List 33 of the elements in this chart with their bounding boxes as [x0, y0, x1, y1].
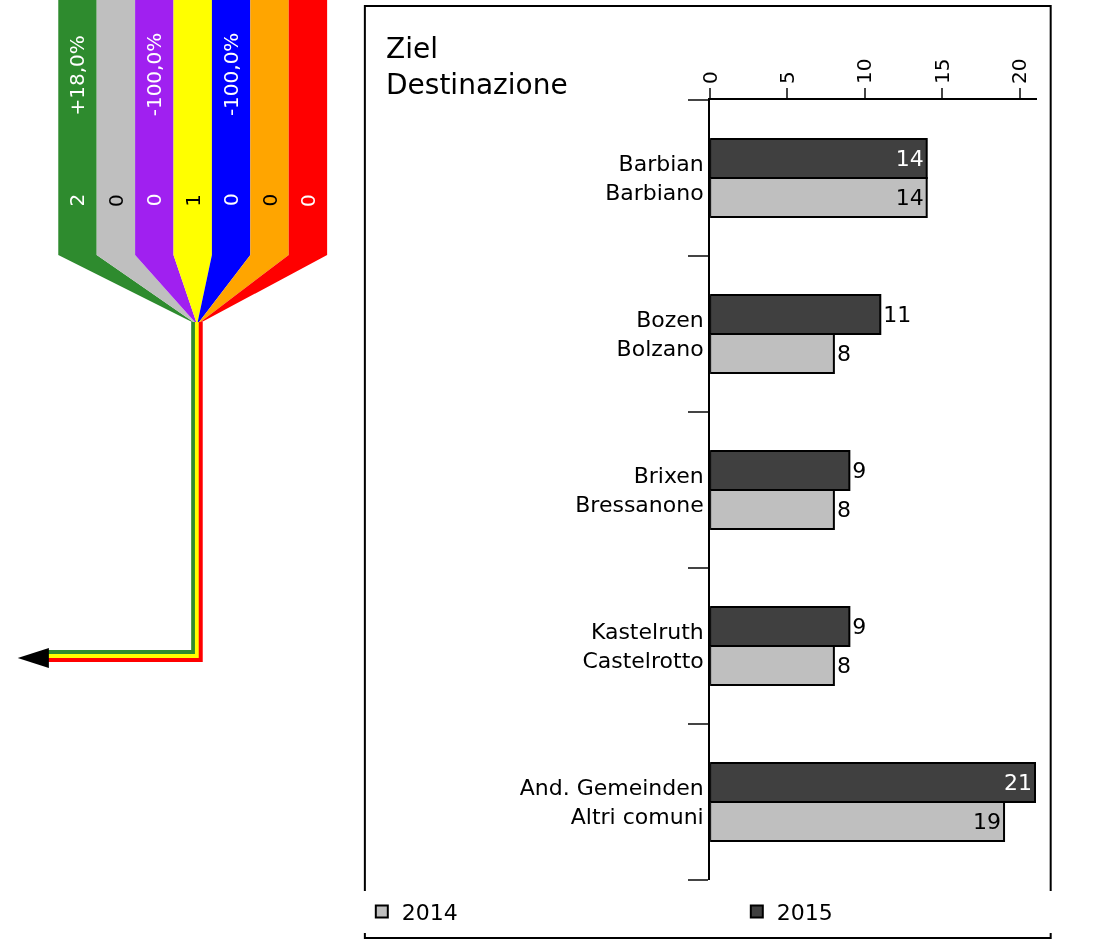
- y-tick-label: Barbian Barbiano: [605, 151, 704, 205]
- data-label: 8: [836, 653, 851, 678]
- category-label: 0: [142, 193, 167, 207]
- data-label: 14: [895, 146, 924, 171]
- data-label: 9: [852, 458, 867, 483]
- data-label: 21: [1003, 770, 1032, 795]
- x-tick-label: 10: [852, 58, 877, 84]
- x-tick-label: 5: [774, 71, 799, 84]
- x-tick-label: 20: [1007, 58, 1032, 84]
- y-tick-label: Kastelruth Castelrotto: [582, 619, 704, 673]
- data-label: 19: [973, 809, 1002, 834]
- data-label: 9: [852, 614, 867, 639]
- data-label: 14: [895, 185, 924, 210]
- text: -100,0%: [219, 32, 244, 117]
- y-tick-label: And. Gemeinden Altri comuni: [519, 775, 704, 829]
- category-label: 1: [180, 193, 205, 207]
- category-label: 0: [257, 193, 282, 207]
- y-tick-label: Brixen Bressanone: [575, 463, 704, 517]
- category-label: 0: [103, 194, 128, 207]
- text: -100,0%: [142, 32, 167, 117]
- legend-label: 2015: [776, 899, 833, 925]
- text: +18,0%: [65, 35, 90, 116]
- data-label: 8: [836, 341, 851, 366]
- data-label: 8: [836, 497, 851, 522]
- category-label: 0: [295, 194, 320, 207]
- x-tick-label: 15: [929, 58, 954, 84]
- legend-label: 2014: [401, 899, 458, 925]
- category-label: 0: [219, 193, 244, 207]
- category-label: 2: [65, 193, 90, 207]
- data-label: 11: [883, 302, 912, 327]
- x-tick-label: 0: [697, 71, 722, 84]
- text: Ziel Destinazione: [386, 32, 568, 102]
- y-tick-label: Bozen Bolzano: [616, 307, 704, 361]
